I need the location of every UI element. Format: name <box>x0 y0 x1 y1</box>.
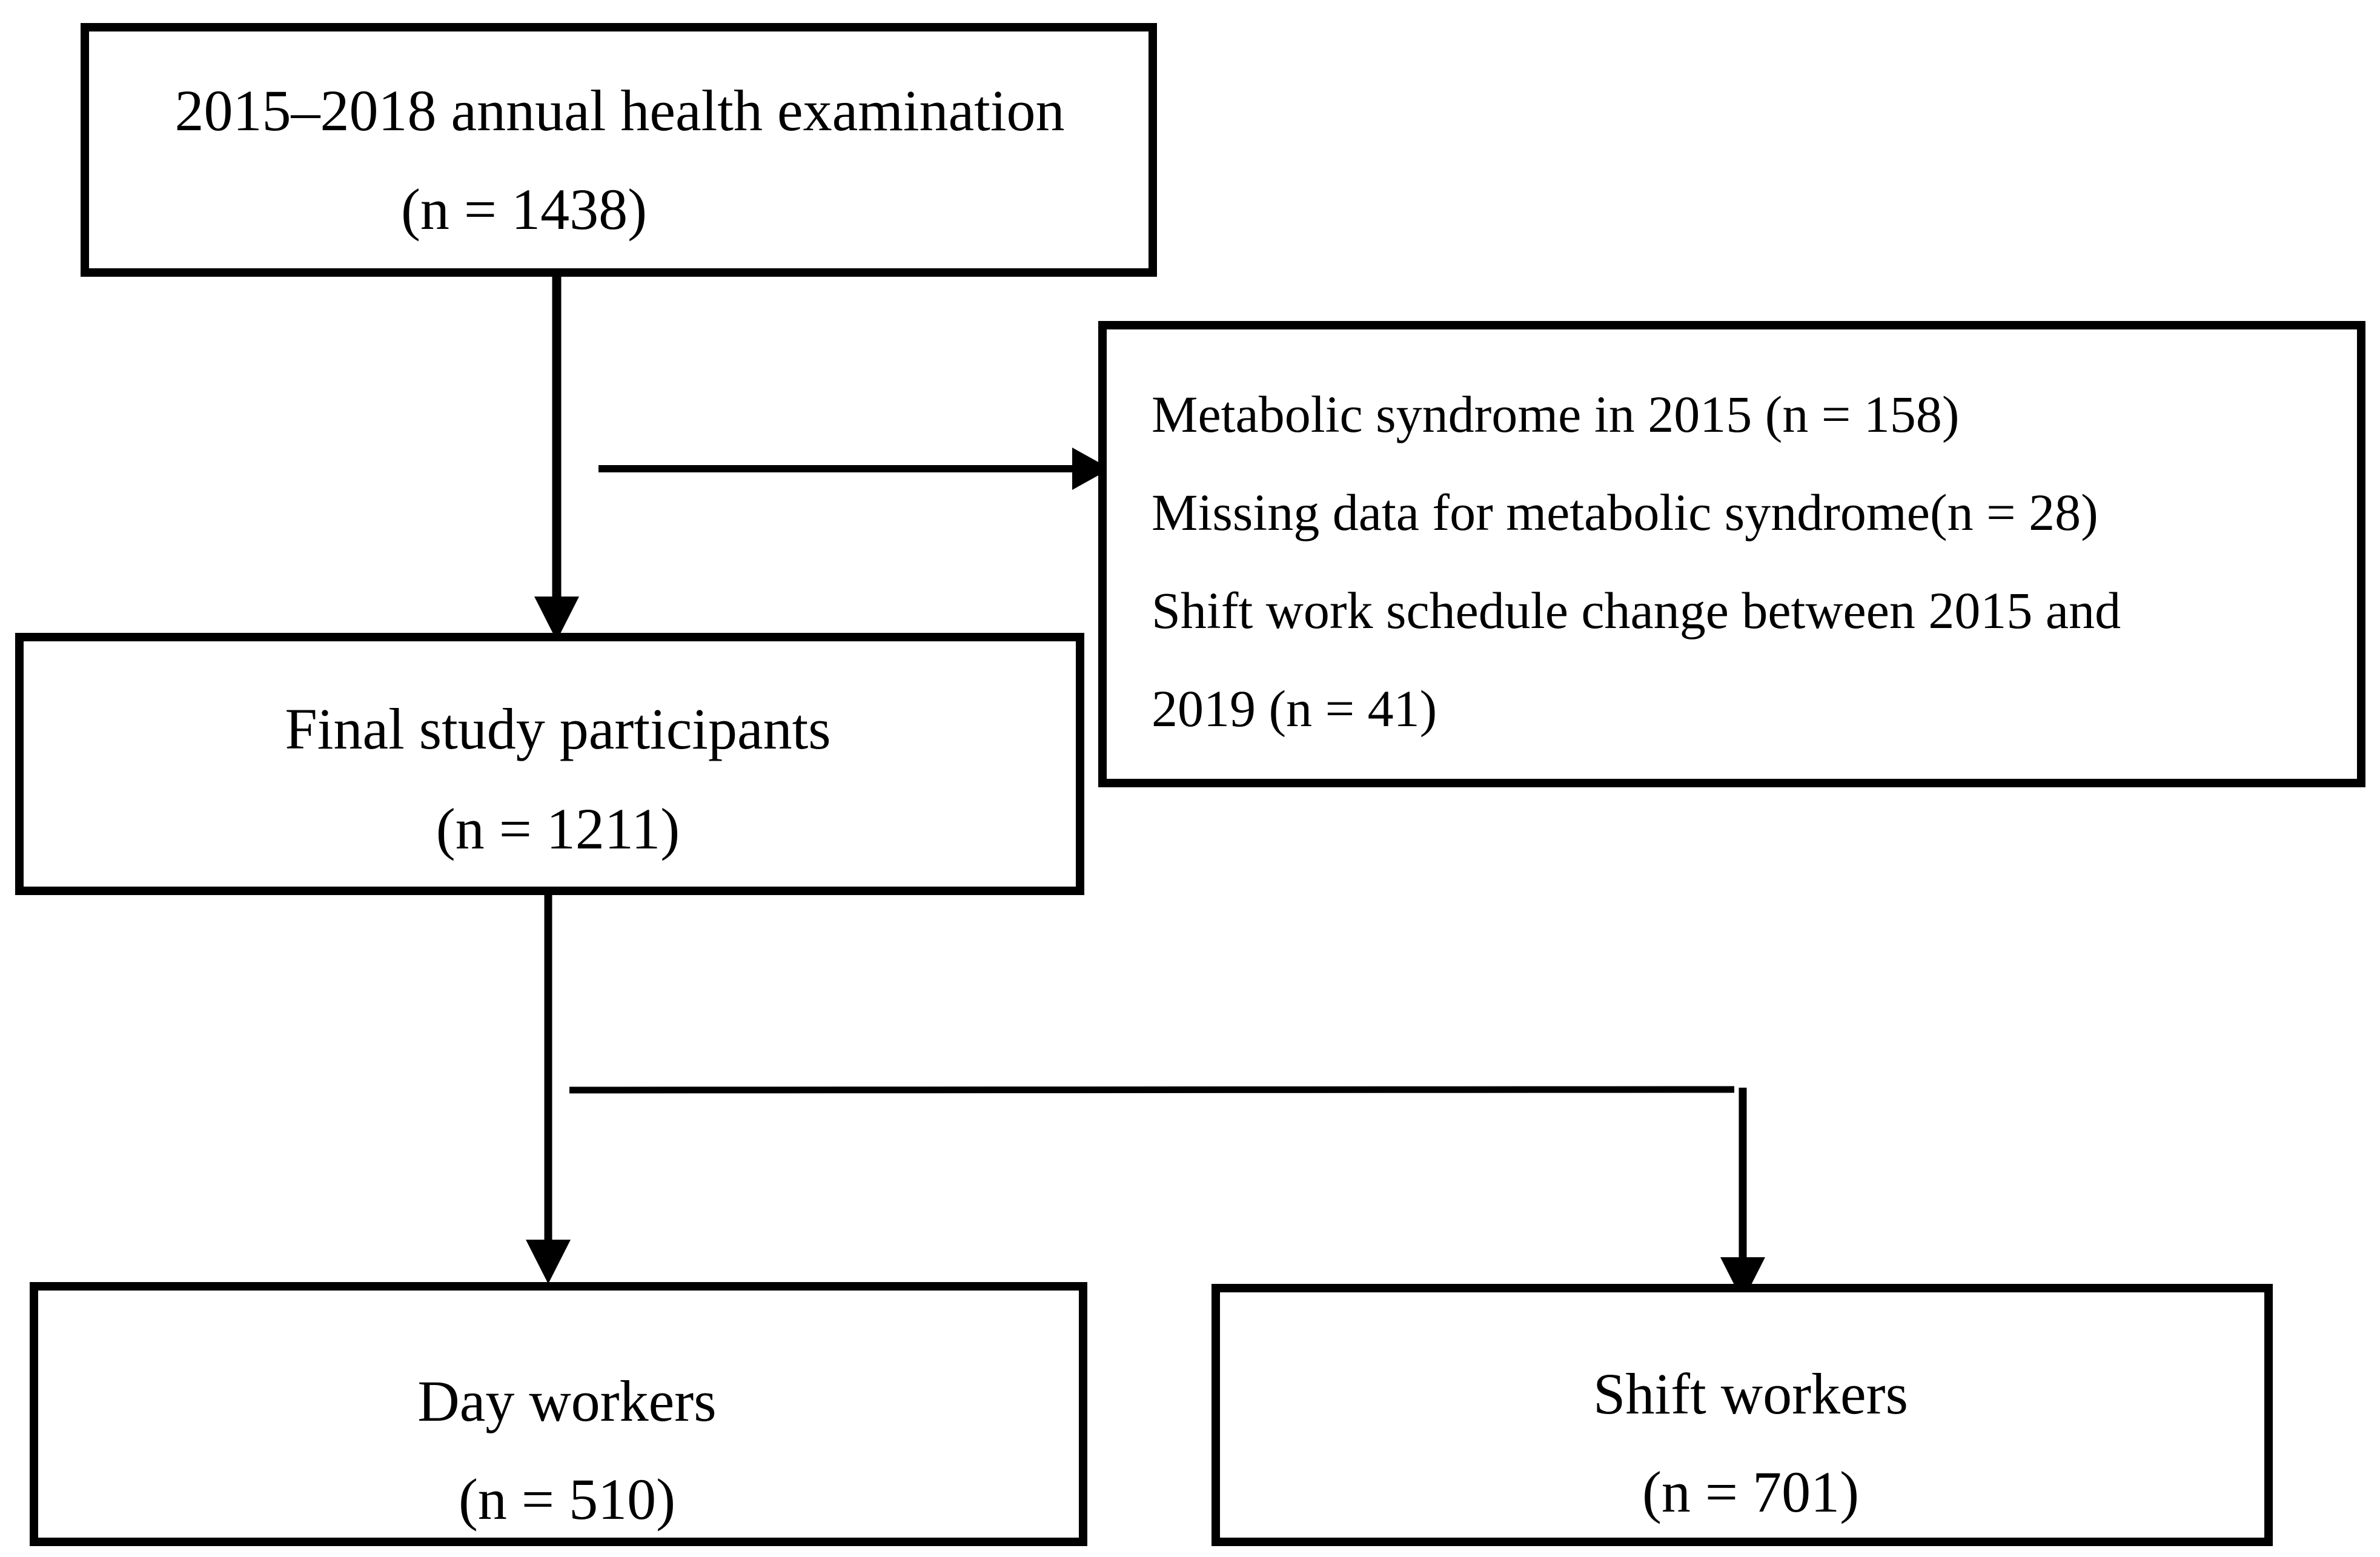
box-day-workers: Day workers (n = 510) <box>30 1282 1087 1546</box>
box-source-count: (n = 1438) <box>400 177 648 242</box>
box-day-title: Day workers <box>417 1369 717 1433</box>
exclusion-line: Shift work schedule change between 2015 … <box>1152 581 2121 640</box>
box-final: Final study participants (n = 1211) <box>15 633 1084 895</box>
box-day-count: (n = 510) <box>458 1467 676 1532</box>
box-final-count: (n = 1211) <box>436 796 680 861</box>
arrow-final-to-day-head <box>526 1240 571 1284</box>
exclusion-line: Metabolic syndrome in 2015 (n = 158) <box>1152 385 1960 443</box>
arrow-final-to-shift-head <box>1720 1257 1765 1301</box>
box-final-title: Final study participants <box>285 696 831 761</box>
arrow-final-to-shift-branch <box>569 1086 1735 1094</box>
box-exclusions: Metabolic syndrome in 2015 (n = 158) Mis… <box>1098 321 2365 787</box>
box-shift-workers: Shift workers (n = 701) <box>1212 1284 2273 1546</box>
arrow-to-exclusions-head <box>1072 448 1110 490</box>
box-shift-title: Shift workers <box>1593 1361 1908 1426</box>
arrow-source-to-final-head <box>534 597 579 641</box>
box-source: 2015–2018 annual health examination (n =… <box>81 23 1157 277</box>
exclusion-line: 2019 (n = 41) <box>1152 679 1437 738</box>
box-shift-count: (n = 701) <box>1642 1459 1860 1524</box>
box-source-title: 2015–2018 annual health examination <box>174 78 1065 143</box>
exclusion-line: Missing data for metabolic syndrome(n = … <box>1152 483 2098 541</box>
